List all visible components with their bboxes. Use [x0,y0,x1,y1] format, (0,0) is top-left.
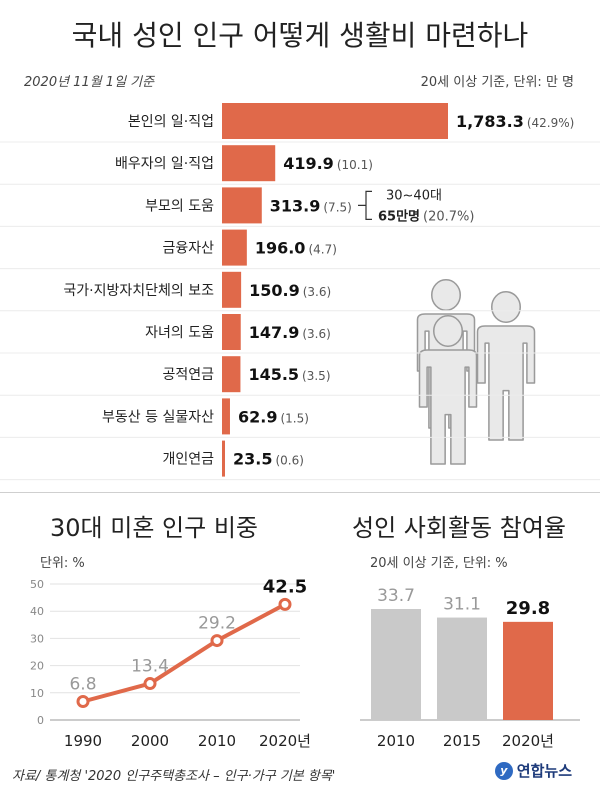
data-label: 6.8 [69,675,96,695]
data-point [210,634,224,648]
page-title: 국내 성인 인구 어떻게 생활비 마련하나 [71,19,529,52]
data-label: 13.4 [131,657,169,677]
annotation-line2: 65만명 (20.7%) [378,208,474,224]
x-tick-label: 2010 [377,732,415,750]
living-cost-source-chart: 30~40대 65만명 (20.7%) 본인의 일·직업 1,783.3 (42.9%)… [0,103,600,481]
yonhap-logo-text: 연합뉴스 [516,762,572,780]
x-tick-label: 2015 [443,732,481,750]
person-head [490,291,522,323]
x-tick-label: 1990 [64,732,102,750]
category-label: 부모의 도움 [145,198,214,214]
bar [503,621,553,720]
yonhap-logo-icon: y [494,761,513,780]
annotation-bracket [358,190,372,220]
bar [222,271,242,308]
category-label: 부동산 등 실물자산 [102,409,214,425]
social-participation-chart-title: 성인 사회활동 참여율 [352,514,566,542]
y-tick-label: 50 [30,578,44,591]
data-point [278,597,292,611]
person-head [432,315,464,347]
value-label: 62.9 (1.5) [238,407,309,426]
x-tick-label: 2020년 [502,732,554,750]
value-label: 29.8 [506,598,550,619]
bar [437,617,487,720]
value-label: 1,783.3 (42.9%) [456,112,574,131]
unmarried-ratio-chart: 0 10 20 30 40 50 6.8 1990 13.4 2000 29.2 2010 42.5 20… [30,576,311,750]
bar [222,103,448,139]
people-illustration-icon [416,279,536,465]
value-label: 31.1 [443,595,481,615]
data-point [143,677,157,691]
person-icon [418,315,478,465]
person-head [430,279,462,311]
value-label: 419.9 (10.1) [283,154,373,173]
category-label: 국가·지방자치단체의 보조 [63,283,214,299]
bar [371,609,421,720]
section-divider [0,492,600,493]
x-tick-label: 2010 [198,732,236,750]
y-tick-label: 0 [37,714,44,727]
category-label: 공적연금 [162,367,214,383]
yonhap-logo: y 연합뉴스 [494,760,572,781]
y-tick-label: 10 [30,687,44,700]
age-30-40-annotation: 30~40대 65만명 (20.7%) [358,188,474,224]
source-note: 자료/ 통계청 '2020 인구주택총조사 – 인구·가구 기본 항목' [12,769,336,784]
unmarried-chart-unit: 단위: % [40,556,85,571]
y-tick-label: 20 [30,660,44,673]
bar [222,398,230,435]
social-participation-chart: 33.7 2010 31.1 2015 29.8 2020년 [360,586,580,750]
value-label: 145.5 (3.5) [248,365,330,384]
value-label: 196.0 (4.7) [255,239,337,258]
social-participation-chart-unit: 20세 이상 기준, 단위: % [370,556,508,571]
person-icon [476,291,536,441]
category-label: 개인연금 [162,452,214,468]
value-label: 147.9 (3.6) [249,323,331,342]
y-tick-label: 40 [30,605,44,618]
data-label: 29.2 [198,614,236,634]
bar [222,440,225,477]
person-body [418,349,478,465]
unmarried-chart-title: 30대 미혼 인구 비중 [50,514,258,542]
value-label: 150.9 (3.6) [249,281,331,300]
bar [222,187,262,224]
x-tick-label: 2000 [131,732,169,750]
reference-date: 2020년 11월 1일 기준 [24,75,155,90]
bar [222,145,276,182]
bar [222,356,241,393]
unit-note: 20세 이상 기준, 단위: 만 명 [420,75,574,90]
value-label: 23.5 (0.6) [233,450,304,469]
value-label: 33.7 [377,586,415,606]
bar [222,229,247,266]
data-point [76,695,90,709]
data-label: 42.5 [263,576,307,597]
annotation-line1: 30~40대 [386,188,442,203]
category-label: 본인의 일·직업 [128,114,214,130]
category-label: 자녀의 도움 [145,325,214,341]
category-label: 배우자의 일·직업 [115,156,214,172]
value-label: 313.9 (7.5) [270,196,352,215]
series-line [82,602,286,704]
person-body [476,325,536,441]
y-tick-label: 30 [30,632,44,645]
bar [222,314,241,350]
category-label: 금융자산 [162,241,214,257]
x-tick-label: 2020년 [259,732,311,750]
